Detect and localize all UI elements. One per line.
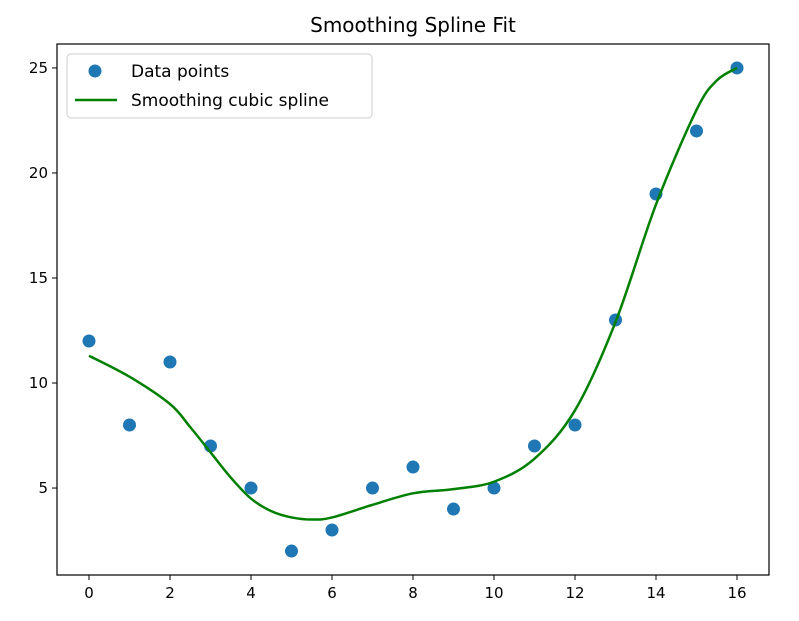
x-tick-label: 12 xyxy=(565,584,584,602)
data-point xyxy=(325,523,339,537)
data-point xyxy=(365,481,379,495)
axes-frame xyxy=(56,43,770,576)
x-tick-label: 8 xyxy=(408,584,418,602)
x-tick-label: 2 xyxy=(165,584,175,602)
data-point xyxy=(568,418,582,432)
legend-label-spline: Smoothing cubic spline xyxy=(131,91,329,111)
legend: Data points Smoothing cubic spline xyxy=(66,53,373,119)
data-point xyxy=(82,334,96,348)
x-axis: 0 2 4 6 8 10 12 14 16 xyxy=(84,575,747,602)
y-tick-label: 15 xyxy=(29,269,48,287)
data-point xyxy=(406,460,420,474)
data-point xyxy=(447,502,461,516)
data-point xyxy=(690,124,704,138)
x-tick-label: 6 xyxy=(327,584,337,602)
y-tick-label: 25 xyxy=(29,59,48,77)
chart-title: Smoothing Spline Fit xyxy=(310,13,516,37)
y-axis: 5 10 15 20 25 xyxy=(29,59,57,497)
data-point xyxy=(122,418,136,432)
legend-label-data-points: Data points xyxy=(131,62,229,82)
data-point xyxy=(528,439,542,453)
x-tick-label: 16 xyxy=(727,584,746,602)
data-point xyxy=(244,481,258,495)
y-tick-label: 20 xyxy=(29,164,48,182)
plot-area xyxy=(82,61,744,558)
legend-marker-data-points xyxy=(88,64,102,78)
spline-line xyxy=(88,66,738,521)
x-tick-label: 4 xyxy=(246,584,256,602)
y-tick-label: 10 xyxy=(29,374,48,392)
x-tick-label: 10 xyxy=(484,584,503,602)
data-point xyxy=(487,481,501,495)
x-tick-label: 0 xyxy=(84,584,94,602)
data-point xyxy=(284,544,298,558)
data-point xyxy=(163,355,177,369)
y-tick-label: 5 xyxy=(38,479,48,497)
x-tick-label: 14 xyxy=(646,584,665,602)
